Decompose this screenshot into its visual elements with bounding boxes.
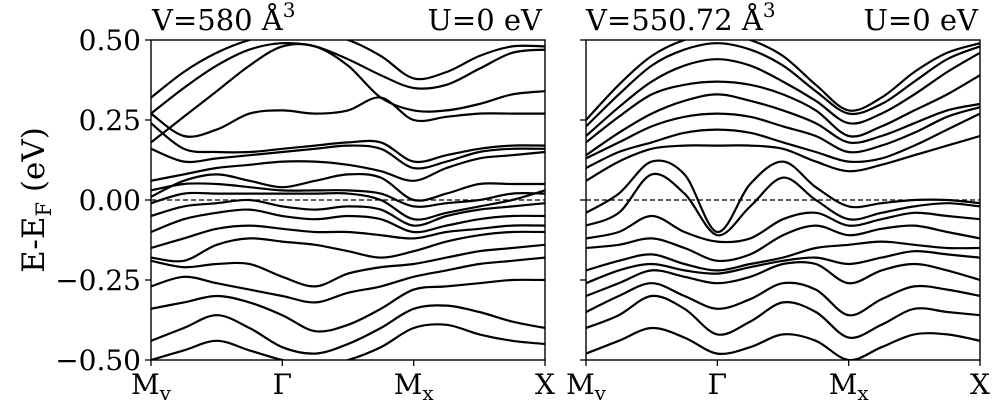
band-line-4	[586, 74, 980, 144]
band-line-3	[586, 51, 980, 137]
band-line-14	[586, 250, 980, 285]
right-u-title: U=0 eV	[863, 3, 979, 37]
k-point-label: My	[131, 368, 172, 400]
left-band-panel: V=580 Å3 U=0 eV 0.50 0.25 0.00 −0.25 −0.50 M…	[55, 0, 555, 400]
band-line-7	[586, 112, 980, 169]
band-line-2	[586, 42, 980, 128]
band-line-11	[151, 198, 545, 227]
band-line-1	[586, 40, 980, 121]
left-volume-title: V=580 Å3	[151, 0, 296, 37]
band-line-13	[586, 240, 980, 272]
left-u-title: U=0 eV	[427, 3, 543, 37]
band-line-12	[586, 224, 980, 263]
band-line-16	[586, 281, 980, 317]
left-bands	[151, 40, 545, 360]
left-y-ticks: 0.50 0.25 0.00 −0.25 −0.50	[55, 24, 151, 377]
right-volume-title: V=550.72 Å3	[585, 0, 776, 37]
band-line-11	[586, 211, 980, 244]
right-y-ticks	[580, 39, 586, 361]
y-axis-label: E-EF (eV)	[16, 127, 56, 273]
band-line-2	[151, 41, 545, 115]
y-tick-label: 0.50	[79, 24, 141, 57]
band-line-10	[586, 172, 980, 237]
band-line-1	[151, 40, 545, 99]
band-line-7	[151, 150, 545, 182]
k-point-label: X	[535, 368, 555, 400]
left-kpath-ticks: My Γ Mx X	[131, 360, 555, 400]
k-point-label: X	[970, 368, 990, 400]
band-line-15	[151, 243, 545, 288]
band-line-8	[151, 172, 545, 202]
band-line-9	[586, 159, 980, 234]
band-line-3	[151, 42, 545, 144]
band-line-19	[151, 323, 545, 360]
k-point-label: Mx	[829, 368, 870, 400]
band-line-12	[151, 208, 545, 234]
band-line-17	[151, 278, 545, 333]
band-line-18	[151, 304, 545, 355]
band-line-14	[151, 230, 545, 263]
k-point-label: Γ	[708, 368, 727, 400]
band-line-6	[151, 144, 545, 170]
band-line-4	[151, 96, 545, 138]
band-line-16	[151, 256, 545, 304]
band-line-5	[151, 122, 545, 164]
right-bands	[586, 40, 980, 360]
right-band-panel: V=550.72 Å3 U=0 eV My Γ Mx X	[566, 0, 990, 400]
y-tick-label: 0.00	[79, 184, 141, 217]
y-tick-label: 0.25	[79, 104, 141, 137]
band-line-18	[586, 326, 980, 360]
band-line-10	[151, 189, 545, 221]
band-line-5	[586, 93, 980, 157]
right-kpath-ticks: My Γ Mx X	[566, 360, 990, 400]
band-line-8	[586, 134, 980, 182]
band-line-13	[151, 224, 545, 250]
k-point-label: Γ	[273, 368, 292, 400]
band-line-6	[586, 106, 980, 160]
k-point-label: Mx	[394, 368, 435, 400]
band-line-15	[586, 260, 980, 298]
y-tick-label: −0.25	[55, 264, 141, 297]
band-line-17	[586, 294, 980, 339]
y-tick-label: −0.50	[55, 344, 141, 377]
k-point-label: My	[566, 368, 607, 400]
